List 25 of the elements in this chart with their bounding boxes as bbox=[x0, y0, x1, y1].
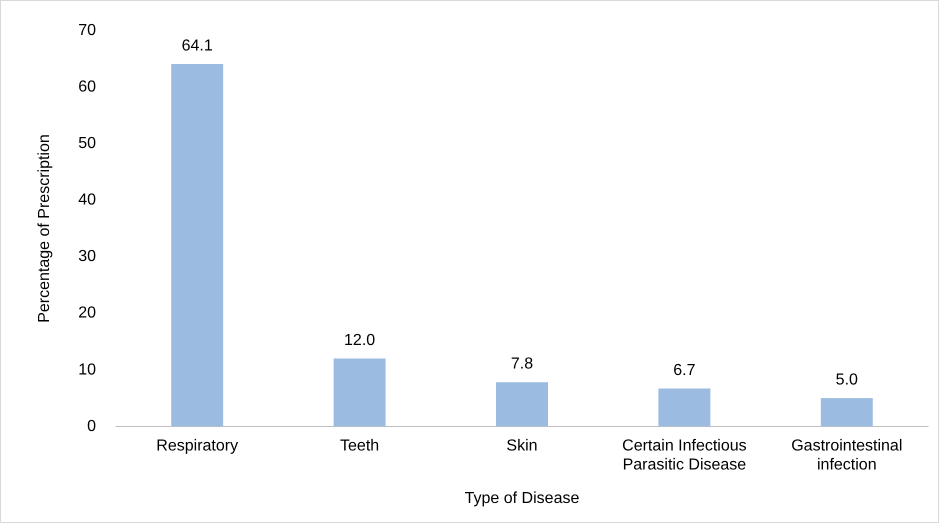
data-label: 12.0 bbox=[344, 332, 376, 349]
x-tick-label: Skin bbox=[506, 437, 538, 454]
bar bbox=[171, 64, 224, 426]
data-label: 64.1 bbox=[182, 37, 213, 54]
bar bbox=[496, 382, 548, 426]
x-tick-label: Respiratory bbox=[156, 437, 238, 454]
x-tick-label: Teeth bbox=[340, 437, 380, 454]
y-tick-label: 10 bbox=[78, 361, 96, 378]
x-tick-label: Certain Infectious Parasitic Disease bbox=[622, 437, 747, 474]
data-label: 6.7 bbox=[673, 362, 696, 379]
y-tick-label: 70 bbox=[78, 22, 96, 40]
bar bbox=[334, 358, 386, 426]
y-tick-label: 20 bbox=[78, 304, 96, 322]
y-tick-label: 50 bbox=[78, 135, 96, 152]
y-axis-title: Percentage of Prescription bbox=[36, 134, 54, 323]
x-tick-label: Gastrointestinal infection bbox=[791, 437, 902, 474]
bar bbox=[820, 398, 873, 426]
bar bbox=[658, 388, 710, 426]
x-axis-title: Type of Disease bbox=[464, 490, 580, 507]
data-label: 7.8 bbox=[510, 356, 534, 373]
y-tick-label: 30 bbox=[78, 248, 96, 266]
y-tick-label: 0 bbox=[87, 418, 96, 435]
y-tick-label: 40 bbox=[78, 192, 96, 209]
data-label: 5.0 bbox=[836, 372, 858, 389]
y-tick-label: 60 bbox=[78, 78, 96, 96]
